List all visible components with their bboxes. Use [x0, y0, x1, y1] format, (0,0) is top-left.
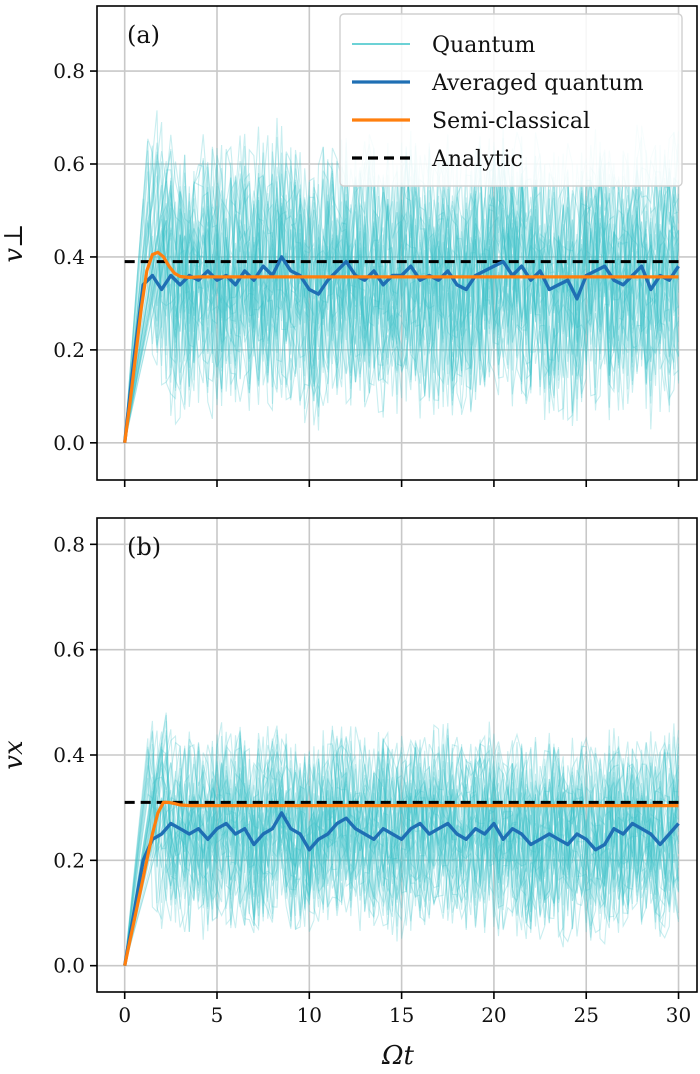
quantum-trajectory [124, 739, 680, 966]
quantum-trajectory [124, 726, 680, 966]
quantum-trajectory [124, 726, 680, 966]
x-tick-label: 15 [389, 1003, 414, 1027]
quantum-trajectory [124, 131, 680, 443]
quantum-trajectory [124, 735, 680, 966]
quantum-trajectory [124, 720, 679, 966]
y-tick-label: 0.6 [53, 152, 85, 176]
quantum-trajectory [124, 145, 680, 443]
legend-label: Semi-classical [432, 109, 590, 134]
quantum-trajectory [124, 157, 680, 443]
legend: Quantum Averaged quantum Semi-classical Ana… [339, 13, 683, 187]
legend-label: Analytic [431, 147, 523, 172]
panel-label-b: (b) [127, 533, 161, 561]
quantum-trajectory [124, 131, 680, 443]
quantum-trajectory [124, 135, 680, 443]
averaged-quantum-line-b [123, 811, 680, 966]
quantum-trajectory [124, 734, 680, 966]
quantum-trajectory [124, 143, 680, 443]
y-axis-label-a: v⊥ [0, 223, 29, 262]
quantum-trajectory [124, 147, 680, 443]
legend-label: Averaged quantum [431, 71, 644, 96]
quantum-trajectory [124, 110, 680, 443]
quantum-trajectory [124, 737, 680, 966]
axes-frame-a [96, 5, 698, 481]
quantum-trajectory [124, 144, 679, 443]
quantum-trajectory [124, 732, 680, 966]
quantum-trajectory [124, 714, 680, 966]
quantum-trajectory [124, 728, 679, 966]
quantum-trajectory [124, 124, 680, 443]
quantum-trajectory [124, 129, 680, 443]
panel-b: 0 5 10 15 20 25 30 0.0 0.2 0.4 0.6 0.8 vx (b) [0, 517, 698, 1027]
quantum-trajectory [124, 723, 680, 966]
quantum-trajectory [124, 730, 680, 966]
x-axis-label: Ωt [381, 1041, 415, 1071]
x-tick-label: 10 [297, 1003, 322, 1027]
quantum-trajectory [124, 745, 680, 966]
quantum-trajectory [124, 142, 679, 443]
quantum-trajectory [124, 723, 680, 966]
quantum-trajectory [124, 724, 680, 966]
quantum-trajectory [124, 136, 680, 443]
x-tick-label: 20 [481, 1003, 506, 1027]
quantum-trajectory [124, 731, 680, 966]
quantum-trajectory [124, 737, 680, 966]
quantum-trajectory [124, 738, 680, 966]
quantum-trajectory [124, 132, 680, 443]
quantum-trajectory [124, 720, 680, 966]
y-tick-label: 0.6 [53, 638, 85, 662]
x-tick-label: 5 [211, 1003, 224, 1027]
quantum-trajectory [124, 148, 679, 443]
y-tick-label: 0.8 [53, 59, 85, 83]
quantum-trajectory [124, 134, 679, 443]
y-axis-label-b: vx [0, 740, 29, 770]
semi-classical-line-a [123, 250, 679, 444]
quantum-trajectory [124, 148, 680, 443]
x-tick-label: 0 [118, 1003, 131, 1027]
quantum-trajectory [124, 731, 680, 966]
panel-label-a: (a) [127, 21, 160, 49]
y-tick-label: 0.0 [53, 954, 85, 978]
quantum-trajectory [124, 143, 680, 443]
quantum-trajectory [124, 712, 680, 966]
quantum-trajectory [124, 130, 679, 443]
quantum-trajectory [124, 721, 679, 966]
grid-b [97, 518, 697, 992]
quantum-trajectory [124, 155, 680, 443]
quantum-trajectory [124, 736, 679, 966]
quantum-trajectory [124, 149, 679, 443]
quantum-trajectory [124, 146, 680, 443]
quantum-trajectory [124, 743, 680, 966]
quantum-trajectory [124, 737, 680, 966]
semi-classical-line-b [123, 800, 679, 967]
y-tick-label: 0.2 [53, 848, 85, 872]
y-tick-label: 0.0 [53, 431, 85, 455]
quantum-trajectories-b [124, 712, 680, 966]
y-tick-label: 0.4 [53, 743, 85, 767]
quantum-trajectory [124, 731, 680, 966]
legend-label: Quantum [432, 33, 536, 58]
x-tick-label: 30 [666, 1003, 691, 1027]
quantum-trajectory [124, 732, 680, 966]
quantum-trajectory [124, 146, 680, 443]
quantum-trajectory [124, 144, 680, 443]
quantum-trajectory [124, 122, 680, 443]
quantum-trajectory [124, 125, 680, 443]
quantum-trajectory [124, 141, 680, 443]
quantum-trajectory [124, 131, 680, 443]
quantum-trajectory [124, 730, 680, 966]
x-tick-label: 25 [574, 1003, 599, 1027]
y-tick-label: 0.2 [53, 338, 85, 362]
y-tick-label: 0.8 [53, 532, 85, 556]
quantum-trajectory [124, 147, 679, 443]
quantum-trajectory [124, 136, 679, 443]
quantum-trajectory [124, 134, 680, 443]
legend-box [339, 13, 683, 187]
y-tick-label: 0.4 [53, 245, 85, 269]
